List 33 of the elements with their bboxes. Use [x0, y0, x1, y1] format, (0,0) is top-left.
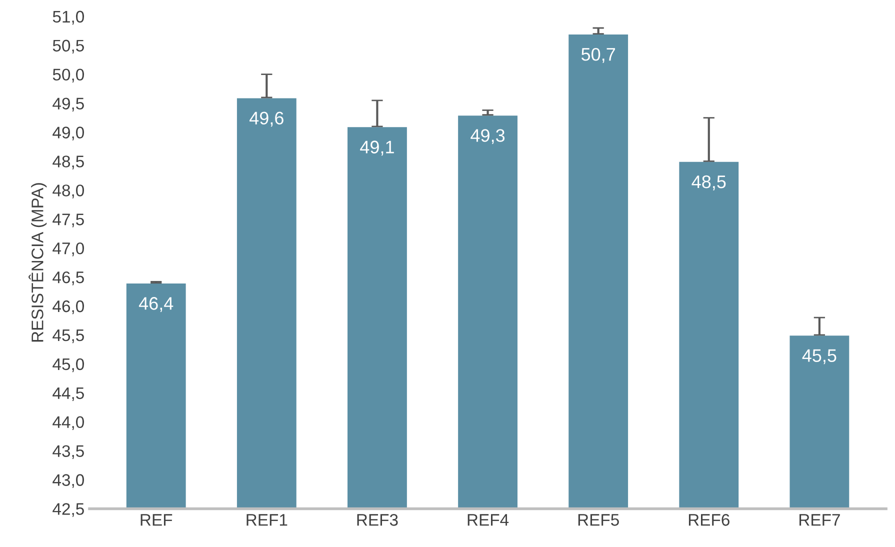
data-label: 46,4	[138, 297, 174, 312]
data-label: 45,5	[802, 349, 836, 364]
data-label: 49,1	[360, 140, 394, 156]
y-tick-label: 43,5	[52, 445, 84, 459]
y-tick-label: 43,0	[52, 474, 84, 488]
data-label: 49,3	[470, 129, 505, 144]
x-tick-label: REF4	[468, 514, 509, 526]
y-tick-label: 48,0	[52, 184, 84, 198]
data-label: 49,6	[250, 112, 284, 127]
x-tick-label: REF6	[688, 514, 730, 526]
y-axis-title: RESISTÊNCIA (MPA)	[28, 183, 47, 342]
x-tick-label: REF7	[800, 514, 840, 526]
x-tick-label: REF3	[357, 514, 398, 526]
y-tick-label: 50,5	[52, 40, 84, 54]
y-tick-label: 42,5	[52, 503, 84, 517]
y-tick-label: 44,0	[52, 416, 84, 430]
data-label: 50,7	[581, 48, 615, 63]
y-tick-label: 46,5	[52, 271, 84, 286]
x-tick-label: REF5	[578, 514, 619, 526]
y-tick-label: 48,5	[52, 156, 84, 170]
y-tick-label: 50,0	[52, 68, 84, 82]
y-tick-label: 47,5	[52, 214, 84, 228]
y-tick-label: 44,5	[52, 387, 84, 402]
data-label: 48,5	[692, 175, 726, 190]
y-tick-label: 51,0	[52, 10, 84, 25]
x-tick-label: REF	[140, 514, 172, 526]
y-tick-label: 49,5	[52, 98, 84, 112]
x-tick-label: REF1	[246, 514, 288, 526]
y-tick-label: 47,0	[52, 242, 84, 256]
y-tick-label: 45,5	[52, 330, 84, 344]
y-tick-label: 45,0	[52, 358, 84, 372]
y-tick-label: 49,0	[52, 126, 84, 140]
y-tick-label: 46,0	[52, 300, 84, 314]
